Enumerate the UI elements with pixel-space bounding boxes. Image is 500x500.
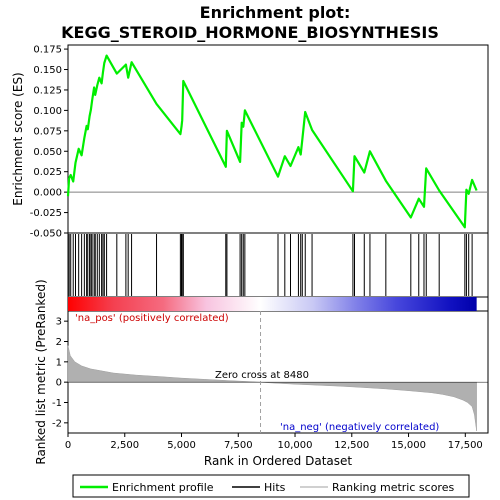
legend-hits-label: Hits: [264, 481, 286, 494]
metric-y-axis-label: Ranked list metric (PreRanked): [34, 279, 48, 464]
es-tick-label: -0.050: [30, 229, 62, 240]
chart-title-line2: KEGG_STEROID_HORMONE_BIOSYNTHESIS: [61, 23, 439, 42]
es-tick-label: 0.125: [33, 85, 62, 96]
metric-tick-label: -1: [52, 398, 62, 409]
es-tick-label: 0.025: [33, 167, 62, 178]
enrichment-profile-line: [66, 54, 478, 229]
neg-correlated-label: 'na_neg' (negatively correlated): [280, 422, 439, 433]
x-tick-label: 17,500: [448, 440, 483, 451]
es-tick-label: 0.100: [33, 106, 62, 117]
metric-tick-label: 2: [56, 337, 62, 348]
x-tick-label: 5,000: [167, 440, 196, 451]
es-y-axis-label: Enrichment score (ES): [11, 72, 25, 205]
x-tick-label: 15,000: [391, 440, 426, 451]
ranking-metric-area: [67, 345, 477, 432]
metric-tick-label: -2: [52, 418, 62, 429]
legend-enrichment-label: Enrichment profile: [112, 481, 214, 494]
legend-metric-label: Ranking metric scores: [332, 481, 454, 494]
metric-panel: [67, 310, 489, 434]
chart-title-line1: Enrichment plot:: [200, 3, 351, 22]
es-tick-label: -0.025: [30, 208, 62, 219]
es-tick-label: 0.075: [33, 126, 62, 137]
es-tick-label: 0.150: [33, 65, 62, 76]
es-tick-label: 0.175: [33, 45, 62, 56]
metric-tick-label: 3: [56, 317, 62, 328]
es-tick-label: 0.050: [33, 147, 62, 158]
zero-cross-label: Zero cross at 8480: [215, 370, 309, 381]
metric-tick-label: 0: [56, 378, 62, 389]
x-axis-label: Rank in Ordered Dataset: [204, 454, 352, 468]
x-tick-label: 12,500: [334, 440, 369, 451]
es-tick-label: 0.000: [33, 188, 62, 199]
pos-correlated-label: 'na_pos' (positively correlated): [75, 313, 229, 324]
legend-box: [72, 474, 470, 498]
x-tick-label: 7,500: [224, 440, 253, 451]
x-tick-label: 2,500: [110, 440, 139, 451]
metric-tick-label: 1: [56, 357, 62, 368]
heatmap-bar: [68, 297, 477, 311]
x-tick-label: 0: [65, 440, 71, 451]
x-tick-label: 10,000: [278, 440, 313, 451]
